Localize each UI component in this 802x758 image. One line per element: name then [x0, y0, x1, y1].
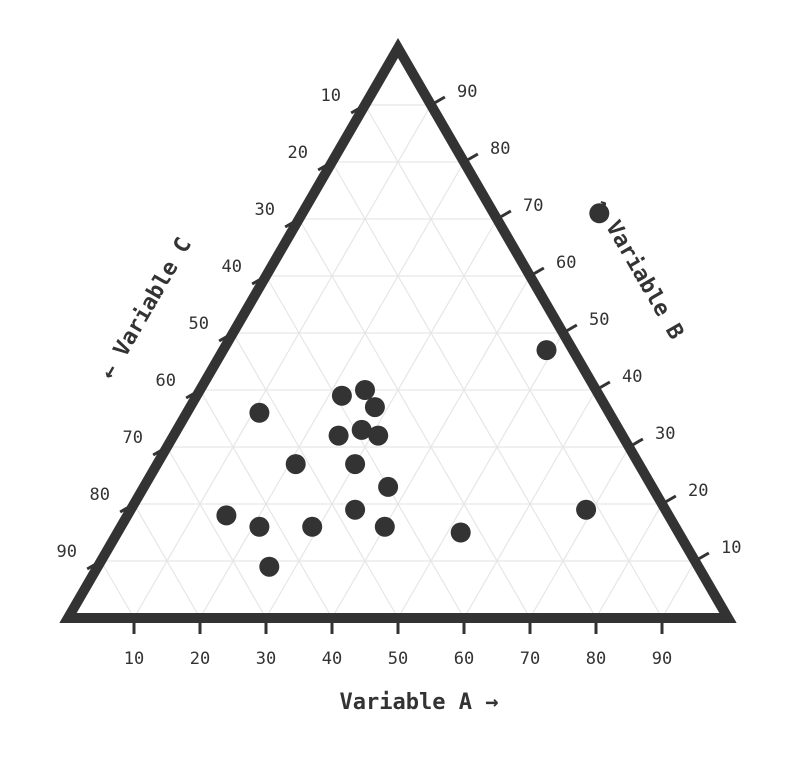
- tick-label-c: 70: [123, 428, 143, 448]
- tick-c: [119, 502, 135, 514]
- tick-b: [496, 209, 512, 221]
- data-point: [285, 454, 306, 475]
- axis-title-c: ← Variable C: [96, 234, 197, 384]
- data-point: [216, 505, 237, 526]
- grid-line: [166, 446, 267, 619]
- data-point: [355, 380, 375, 400]
- data-point: [536, 340, 557, 361]
- tick-c: [218, 331, 234, 343]
- tick-label-a: 20: [190, 649, 210, 669]
- tick-label-a: 80: [586, 649, 606, 669]
- data-point: [249, 516, 270, 537]
- tick-b: [430, 95, 446, 107]
- tick-label-b: 90: [457, 82, 477, 102]
- grid-lines: [100, 104, 696, 619]
- data-point: [249, 402, 270, 423]
- data-point: [378, 476, 399, 497]
- data-point: [328, 425, 349, 446]
- grid-line: [595, 503, 663, 619]
- tick-label-a: 60: [454, 649, 474, 669]
- tick-b: [463, 152, 479, 164]
- data-point: [302, 516, 323, 537]
- tick-label-b: 50: [589, 310, 609, 330]
- data-point: [345, 454, 366, 475]
- tick-c: [86, 559, 102, 571]
- tick-label-b: 80: [490, 139, 510, 159]
- tick-label-a: 30: [256, 649, 276, 669]
- tick-label-c: 50: [189, 314, 209, 334]
- axis-title-a: Variable A →: [340, 690, 499, 715]
- grid-line: [364, 104, 663, 619]
- data-point: [364, 397, 385, 418]
- data-point: [331, 385, 352, 406]
- grid-line: [265, 218, 498, 619]
- tick-b: [661, 494, 677, 506]
- tick-label-b: 60: [556, 253, 576, 273]
- tick-label-c: 10: [321, 86, 341, 106]
- data-point: [351, 419, 372, 440]
- tick-b: [562, 323, 578, 335]
- tick-label-a: 40: [322, 649, 342, 669]
- data-point: [576, 499, 597, 520]
- tick-c: [152, 445, 168, 457]
- data-point: [345, 499, 366, 520]
- tick-label-b: 30: [655, 424, 675, 444]
- tick-label-b: 10: [721, 538, 741, 558]
- data-point: [450, 522, 471, 543]
- tick-label-a: 50: [388, 649, 408, 669]
- tick-label-c: 20: [288, 143, 308, 163]
- tick-b: [628, 437, 644, 449]
- grid-line: [298, 218, 531, 619]
- tick-labels: 10 20 30 40 50 60 70 80 90 10 20 30 40 50 60 70 80 90 10 20…: [57, 82, 742, 669]
- data-points: [216, 203, 610, 577]
- tick-c: [284, 217, 300, 229]
- tick-label-a: 10: [124, 649, 144, 669]
- tick-label-a: 90: [652, 649, 672, 669]
- grid-line: [529, 446, 630, 619]
- tick-label-c: 60: [156, 371, 176, 391]
- tick-c: [251, 274, 267, 286]
- tick-label-c: 90: [57, 542, 77, 562]
- tick-c: [185, 388, 201, 400]
- tick-c: [350, 103, 366, 115]
- grid-line: [133, 503, 201, 619]
- grid-line: [133, 104, 432, 619]
- tick-label-b: 70: [523, 196, 543, 216]
- tick-label-c: 40: [222, 257, 242, 277]
- grid-line: [463, 389, 597, 619]
- tick-label-b: 40: [622, 367, 642, 387]
- tick-label-c: 30: [255, 200, 275, 220]
- tick-c: [317, 160, 333, 172]
- tick-b: [529, 266, 545, 278]
- grid-line: [100, 560, 135, 619]
- grid-line: [199, 389, 333, 619]
- tick-label-b: 20: [688, 481, 708, 501]
- tick-b: [694, 551, 710, 563]
- data-point: [368, 425, 389, 446]
- tick-label-c: 80: [90, 485, 110, 505]
- tick-b: [595, 380, 611, 392]
- data-point: [589, 203, 610, 224]
- data-point: [374, 516, 395, 537]
- tick-marks: [86, 95, 710, 634]
- grid-line: [661, 560, 696, 619]
- data-point: [259, 556, 280, 577]
- grid-line: [397, 332, 564, 619]
- tick-label-a: 70: [520, 649, 540, 669]
- grid-line: [232, 332, 399, 619]
